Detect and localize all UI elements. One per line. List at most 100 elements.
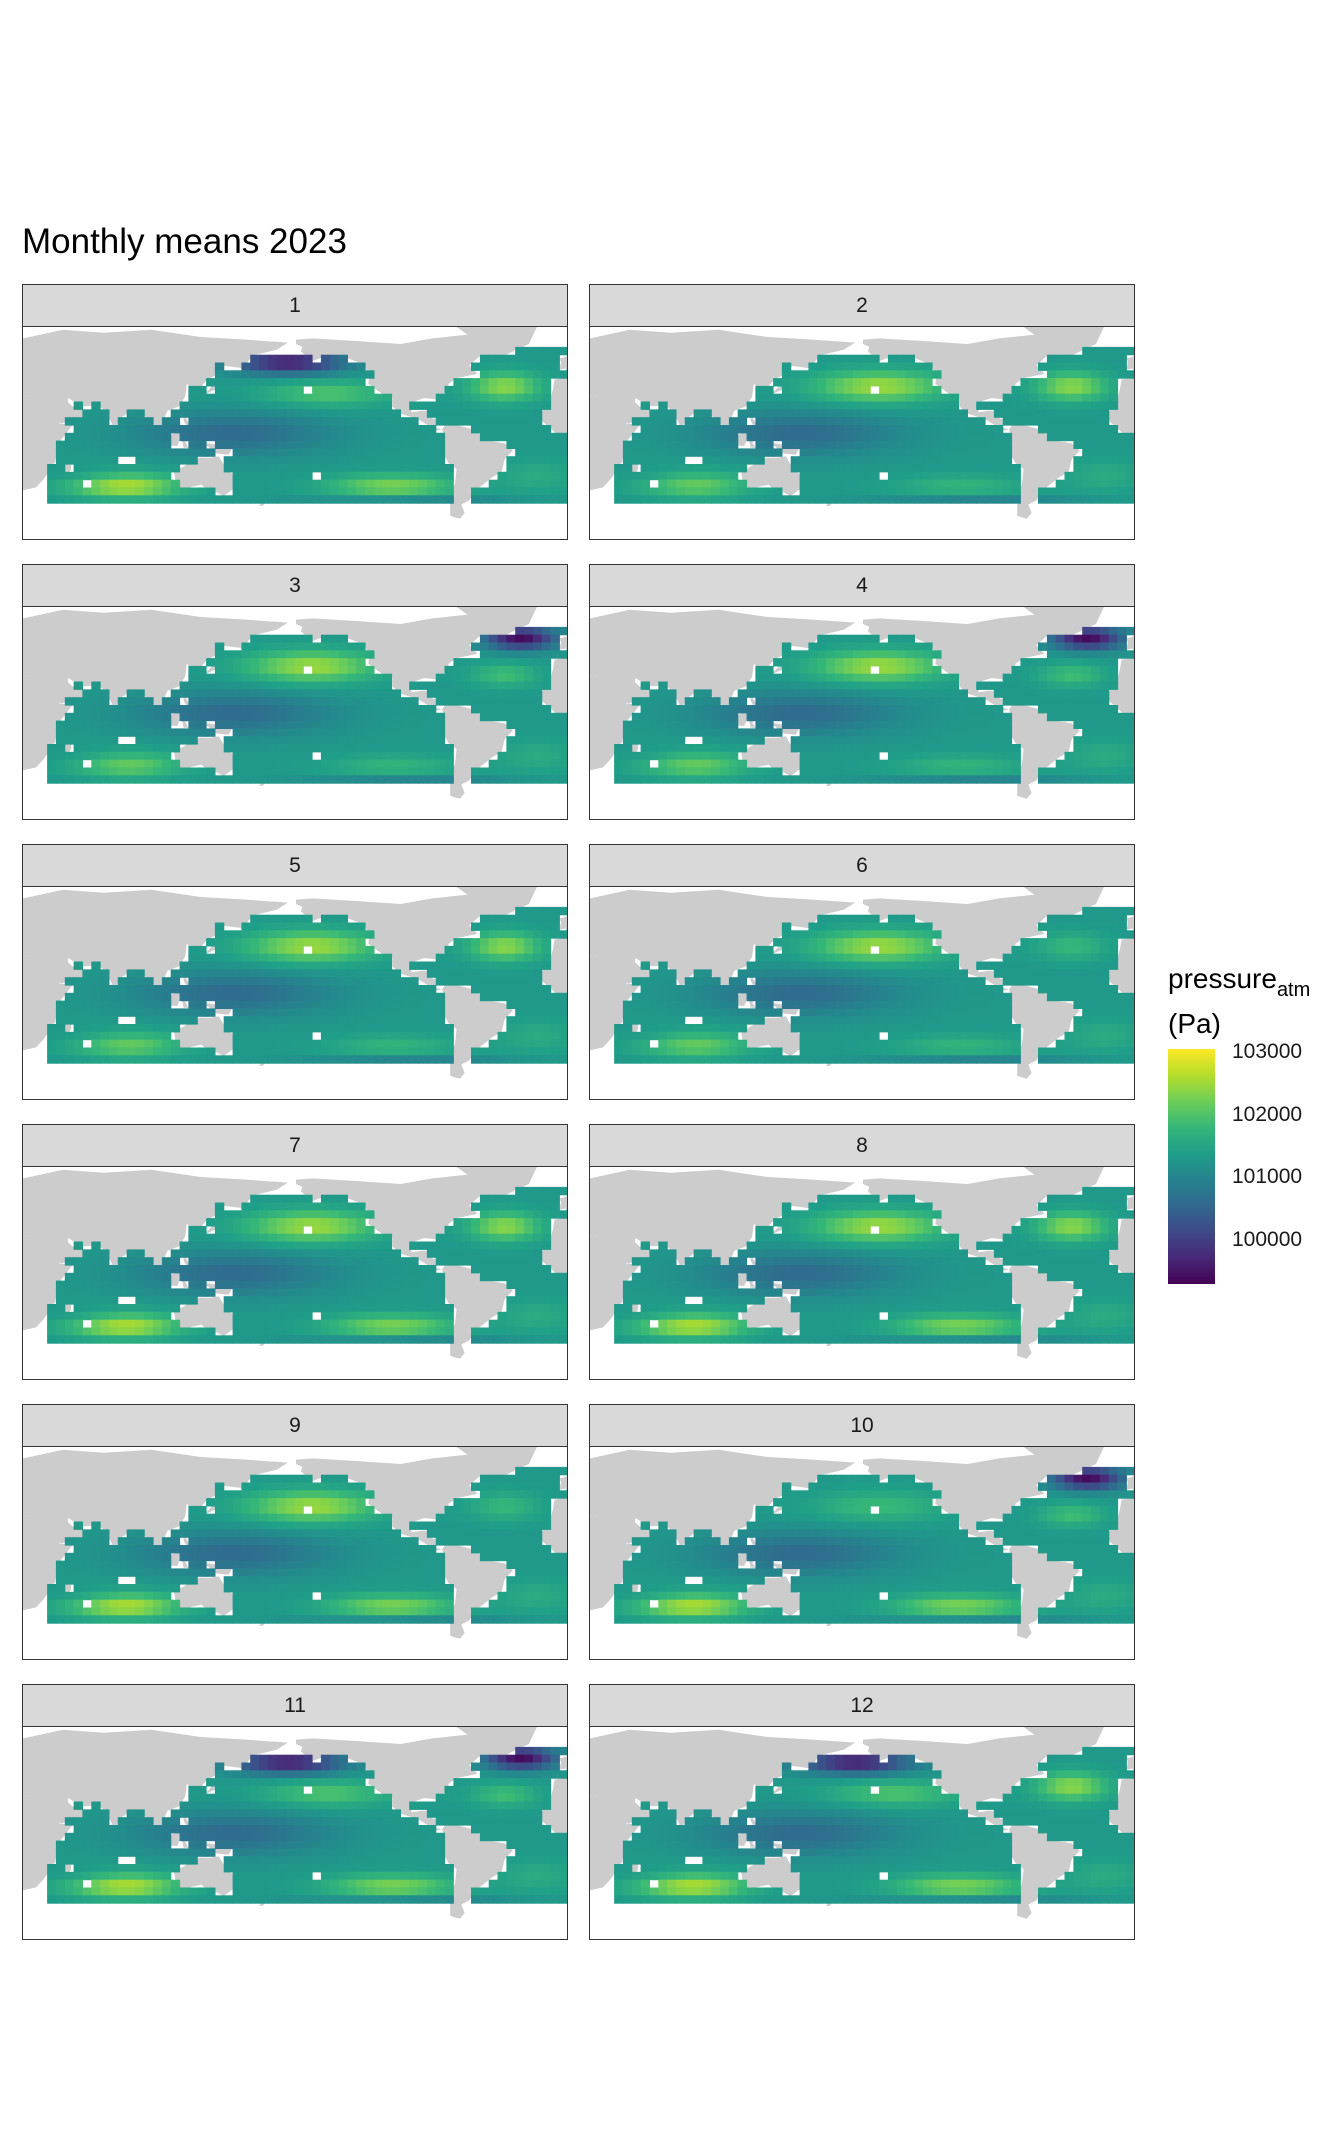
pressure-cell <box>905 938 915 947</box>
pressure-cell <box>834 456 845 465</box>
pressure-cell <box>153 1055 163 1064</box>
pressure-cell <box>728 456 739 465</box>
pressure-cell <box>276 705 287 714</box>
pressure-cell <box>497 479 507 489</box>
pressure-cell <box>144 487 154 496</box>
pressure-cell <box>365 985 375 994</box>
pressure-cell <box>1091 759 1101 769</box>
pressure-cell <box>541 1024 552 1033</box>
pressure-cell <box>958 751 968 761</box>
pressure-cell <box>100 689 110 698</box>
pressure-cell <box>799 385 809 395</box>
pressure-cell <box>808 744 818 753</box>
pressure-cell <box>932 401 942 410</box>
pressure-cell <box>153 471 163 481</box>
pressure-cell <box>418 992 428 1002</box>
pressure-cell <box>949 751 960 761</box>
pressure-cell <box>373 775 384 784</box>
pressure-cell <box>232 417 242 426</box>
pressure-cell <box>250 479 260 489</box>
pressure-cell <box>702 1000 712 1009</box>
pressure-cell <box>870 705 880 714</box>
pressure-cell <box>82 456 92 465</box>
pressure-cell <box>1073 775 1083 784</box>
pressure-cell <box>834 751 845 761</box>
pressure-cell <box>232 1024 242 1033</box>
pressure-cell <box>223 961 234 970</box>
pressure-cell <box>728 464 739 473</box>
pressure-cell <box>1099 673 1110 683</box>
pressure-cell <box>356 1000 366 1009</box>
pressure-cell <box>285 744 295 753</box>
pressure-cell <box>259 720 269 729</box>
pressure-cell <box>320 728 331 737</box>
pressure-cell <box>462 977 472 986</box>
pressure-cell <box>861 930 871 939</box>
pressure-cell <box>914 378 924 387</box>
pressure-cell <box>834 471 845 481</box>
pressure-cell <box>232 985 242 994</box>
pressure-cell <box>267 945 278 955</box>
pressure-cell <box>976 1000 986 1009</box>
pressure-cell <box>117 487 128 496</box>
pressure-cell <box>55 456 66 465</box>
pressure-cell <box>755 440 765 449</box>
pressure-cell <box>250 650 260 659</box>
pressure-cell <box>241 1024 251 1033</box>
pressure-cell <box>329 634 340 644</box>
pressure-cell <box>976 744 986 753</box>
pressure-cell <box>985 744 995 753</box>
pressure-cell <box>640 448 650 457</box>
pressure-cell <box>320 1016 331 1025</box>
pressure-cell <box>488 479 499 489</box>
pressure-cell <box>303 736 313 745</box>
pressure-cell <box>887 479 898 489</box>
pressure-cell <box>861 634 871 644</box>
pressure-cell <box>223 385 234 395</box>
pressure-cell <box>658 1008 668 1017</box>
pressure-cell <box>737 425 748 434</box>
pressure-cell <box>47 1031 57 1041</box>
pressure-cell <box>497 362 507 371</box>
pressure-cell <box>232 495 242 504</box>
pressure-cell <box>223 712 234 722</box>
pressure-cell <box>852 930 862 939</box>
pressure-cell <box>161 471 172 481</box>
pressure-cell <box>267 464 278 473</box>
pressure-cell <box>914 487 924 496</box>
pressure-cell <box>400 479 410 489</box>
pressure-cell <box>932 720 942 729</box>
pressure-cell <box>852 385 862 395</box>
pressure-cell <box>852 362 862 371</box>
pressure-cell <box>826 417 836 426</box>
pressure-cell <box>285 385 295 395</box>
pressure-cell <box>250 720 260 729</box>
pressure-cell <box>1082 977 1092 986</box>
pressure-cell <box>675 736 686 745</box>
pressure-cell <box>905 495 915 504</box>
pressure-cell <box>879 759 889 769</box>
pressure-cell <box>471 487 481 496</box>
pressure-cell <box>949 992 960 1002</box>
pressure-cell <box>197 432 207 442</box>
pressure-cell <box>214 432 225 442</box>
pressure-cell <box>985 705 995 714</box>
pressure-cell <box>356 417 366 426</box>
pressure-cell <box>206 425 216 434</box>
pressure-cell <box>1055 712 1066 722</box>
pressure-cell <box>294 1000 304 1009</box>
pressure-cell <box>294 689 304 698</box>
pressure-cell <box>1046 922 1057 931</box>
pressure-cell <box>667 471 677 481</box>
pressure-cell <box>949 689 960 698</box>
pressure-cell <box>188 992 198 1002</box>
pressure-cell <box>914 712 924 722</box>
pressure-cell <box>144 736 154 745</box>
pressure-cell <box>197 705 207 714</box>
pressure-cell <box>614 1039 624 1049</box>
pressure-cell <box>958 448 968 457</box>
pressure-cell <box>896 767 907 776</box>
pressure-cell <box>1046 945 1057 955</box>
pressure-cell <box>64 432 75 442</box>
pressure-cell <box>453 969 463 978</box>
